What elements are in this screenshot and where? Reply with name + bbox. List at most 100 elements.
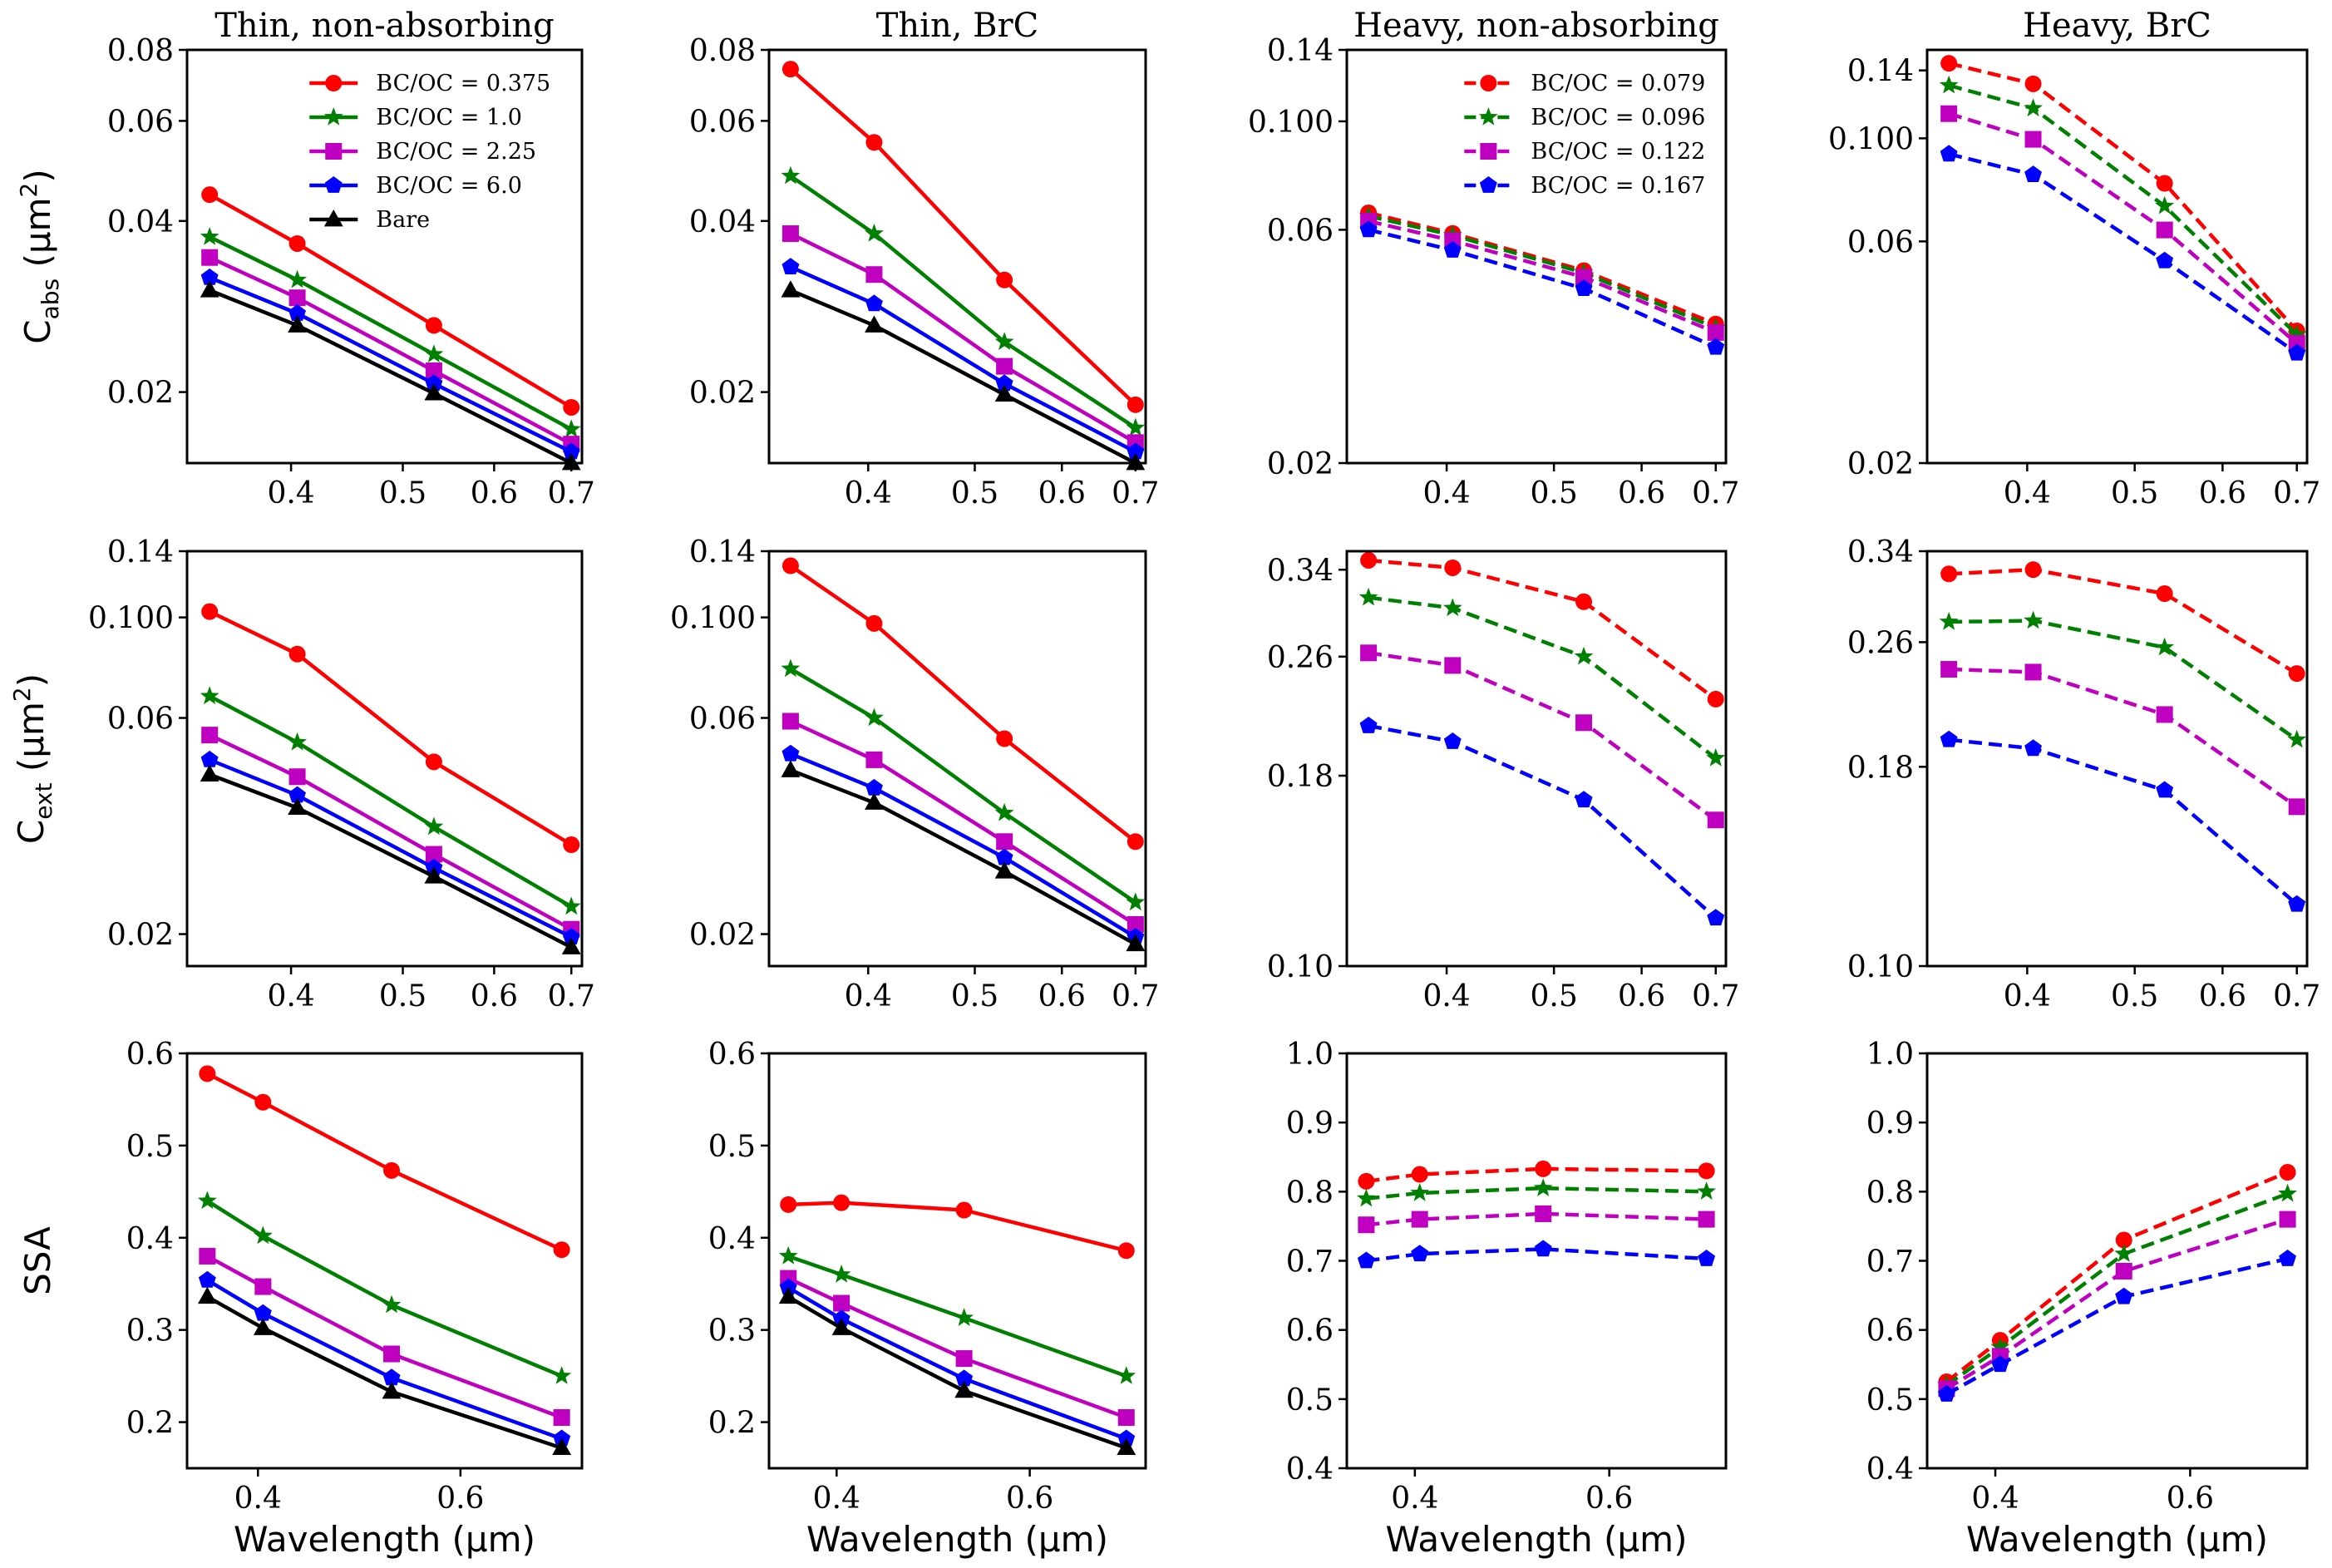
data-point	[425, 846, 442, 863]
panel-2-4: 0.4 0.5 0.6 0.7 0.10 0.18 0.26 0.34	[1847, 535, 2321, 1013]
x-tick-label: 0.5	[2111, 476, 2158, 510]
series-line	[789, 231, 1136, 445]
data-point	[781, 61, 799, 78]
axes-frame	[1925, 48, 2309, 465]
series-line	[1948, 737, 2299, 906]
axes-frame	[185, 48, 584, 465]
data-point	[996, 357, 1013, 375]
x-tick-label: 0.6	[1038, 979, 1086, 1013]
x-tick-label: 0.6	[2199, 979, 2246, 1013]
data-point	[1533, 1178, 1553, 1196]
data-point	[201, 249, 219, 266]
data-point	[2156, 781, 2174, 798]
x-tick-label: 0.7	[2273, 979, 2320, 1013]
data-point	[781, 165, 801, 185]
x-tick-label: 0.6	[1618, 476, 1665, 510]
data-point	[1940, 145, 1958, 162]
data-point	[383, 1345, 401, 1363]
data-point	[2114, 1244, 2134, 1262]
data-point	[2156, 706, 2173, 723]
x-tick-label: 0.7	[548, 476, 595, 510]
y-tick-label: 0.02	[107, 919, 174, 953]
data-point	[1707, 690, 1724, 708]
y-tick-label: 0.06	[1847, 225, 1914, 259]
data-point	[865, 294, 883, 312]
data-point	[199, 1247, 216, 1265]
data-point	[425, 362, 442, 380]
data-point	[1698, 1250, 1716, 1266]
y-tick-label: 0.02	[107, 377, 174, 411]
y-tick-label: 0.5	[1286, 1383, 1334, 1418]
data-point	[2024, 561, 2042, 579]
y-label-unit-close: )	[17, 169, 58, 182]
y-tick-label: 0.9	[1286, 1107, 1334, 1141]
legend-label: BC/OC = 2.25	[376, 139, 536, 165]
data-point	[994, 861, 1014, 879]
series-line	[1948, 62, 2299, 333]
series-line	[206, 1278, 563, 1441]
data-point	[425, 317, 442, 334]
data-point	[1707, 338, 1725, 355]
data-point	[781, 258, 800, 274]
series-line	[788, 1201, 1127, 1253]
y-tick-label: 0.6	[126, 1038, 174, 1072]
series-line	[789, 174, 1137, 430]
axes-frame	[1345, 48, 1728, 465]
x-tick-label: 0.6	[1618, 979, 1665, 1013]
data-point	[1117, 1409, 1135, 1427]
data-point	[563, 398, 580, 416]
data-point	[425, 374, 443, 392]
data-point	[778, 1286, 798, 1304]
y-tick-label: 0.08	[107, 34, 174, 68]
x-tick-label: 0.4	[1422, 476, 1470, 510]
data-point	[2024, 98, 2043, 117]
data-point	[200, 750, 219, 767]
data-point	[2288, 798, 2305, 816]
legend-label: BC/OC = 0.375	[376, 71, 550, 96]
y-tick-label: 0.8	[1866, 1176, 1914, 1210]
y-label-main: C	[11, 820, 52, 844]
data-point	[1357, 1251, 1375, 1269]
y-tick-label: 0.7	[1866, 1245, 1914, 1280]
data-point	[383, 1161, 401, 1179]
data-point	[1127, 442, 1145, 460]
data-point	[996, 271, 1013, 288]
data-point	[254, 1093, 272, 1111]
y-tick-label: 0.7	[1286, 1245, 1334, 1280]
data-point	[2155, 195, 2175, 214]
series-line	[1949, 619, 2298, 742]
data-point	[197, 1286, 217, 1304]
x-tick-label: 0.7	[1692, 979, 1739, 1013]
series-line	[209, 733, 573, 931]
legend-marker	[325, 143, 343, 160]
data-point	[200, 686, 219, 705]
data-point	[955, 1369, 974, 1387]
data-point	[288, 645, 306, 663]
data-point	[253, 1225, 273, 1245]
series-line	[787, 1294, 1127, 1450]
data-point	[288, 732, 307, 751]
series-line	[1366, 1211, 1707, 1227]
x-tick-label: 0.6	[436, 1482, 484, 1516]
legend-marker	[323, 210, 343, 227]
y-tick-label: 0.6	[708, 1038, 756, 1072]
series-line	[790, 768, 1136, 946]
data-point	[1411, 1211, 1428, 1228]
legend-marker	[1479, 176, 1497, 193]
series-line	[789, 67, 1137, 407]
data-point	[1443, 732, 1462, 749]
axes-frame	[185, 550, 584, 968]
y-tick-label: 0.14	[689, 535, 756, 570]
y-tick-label: 0.2	[126, 1407, 174, 1441]
series-line	[1945, 1256, 2289, 1396]
data-point	[200, 227, 219, 245]
y-label-unit: (μm	[11, 702, 52, 782]
y-tick-label: 0.4	[1286, 1452, 1334, 1487]
data-point	[1443, 241, 1462, 258]
data-point	[553, 1429, 571, 1447]
y-tick-label: 0.14	[107, 535, 174, 570]
legend-label: BC/OC = 6.0	[376, 173, 522, 199]
legend-label: BC/OC = 0.079	[1531, 71, 1705, 96]
data-point	[1117, 1242, 1135, 1260]
data-point	[288, 315, 307, 333]
